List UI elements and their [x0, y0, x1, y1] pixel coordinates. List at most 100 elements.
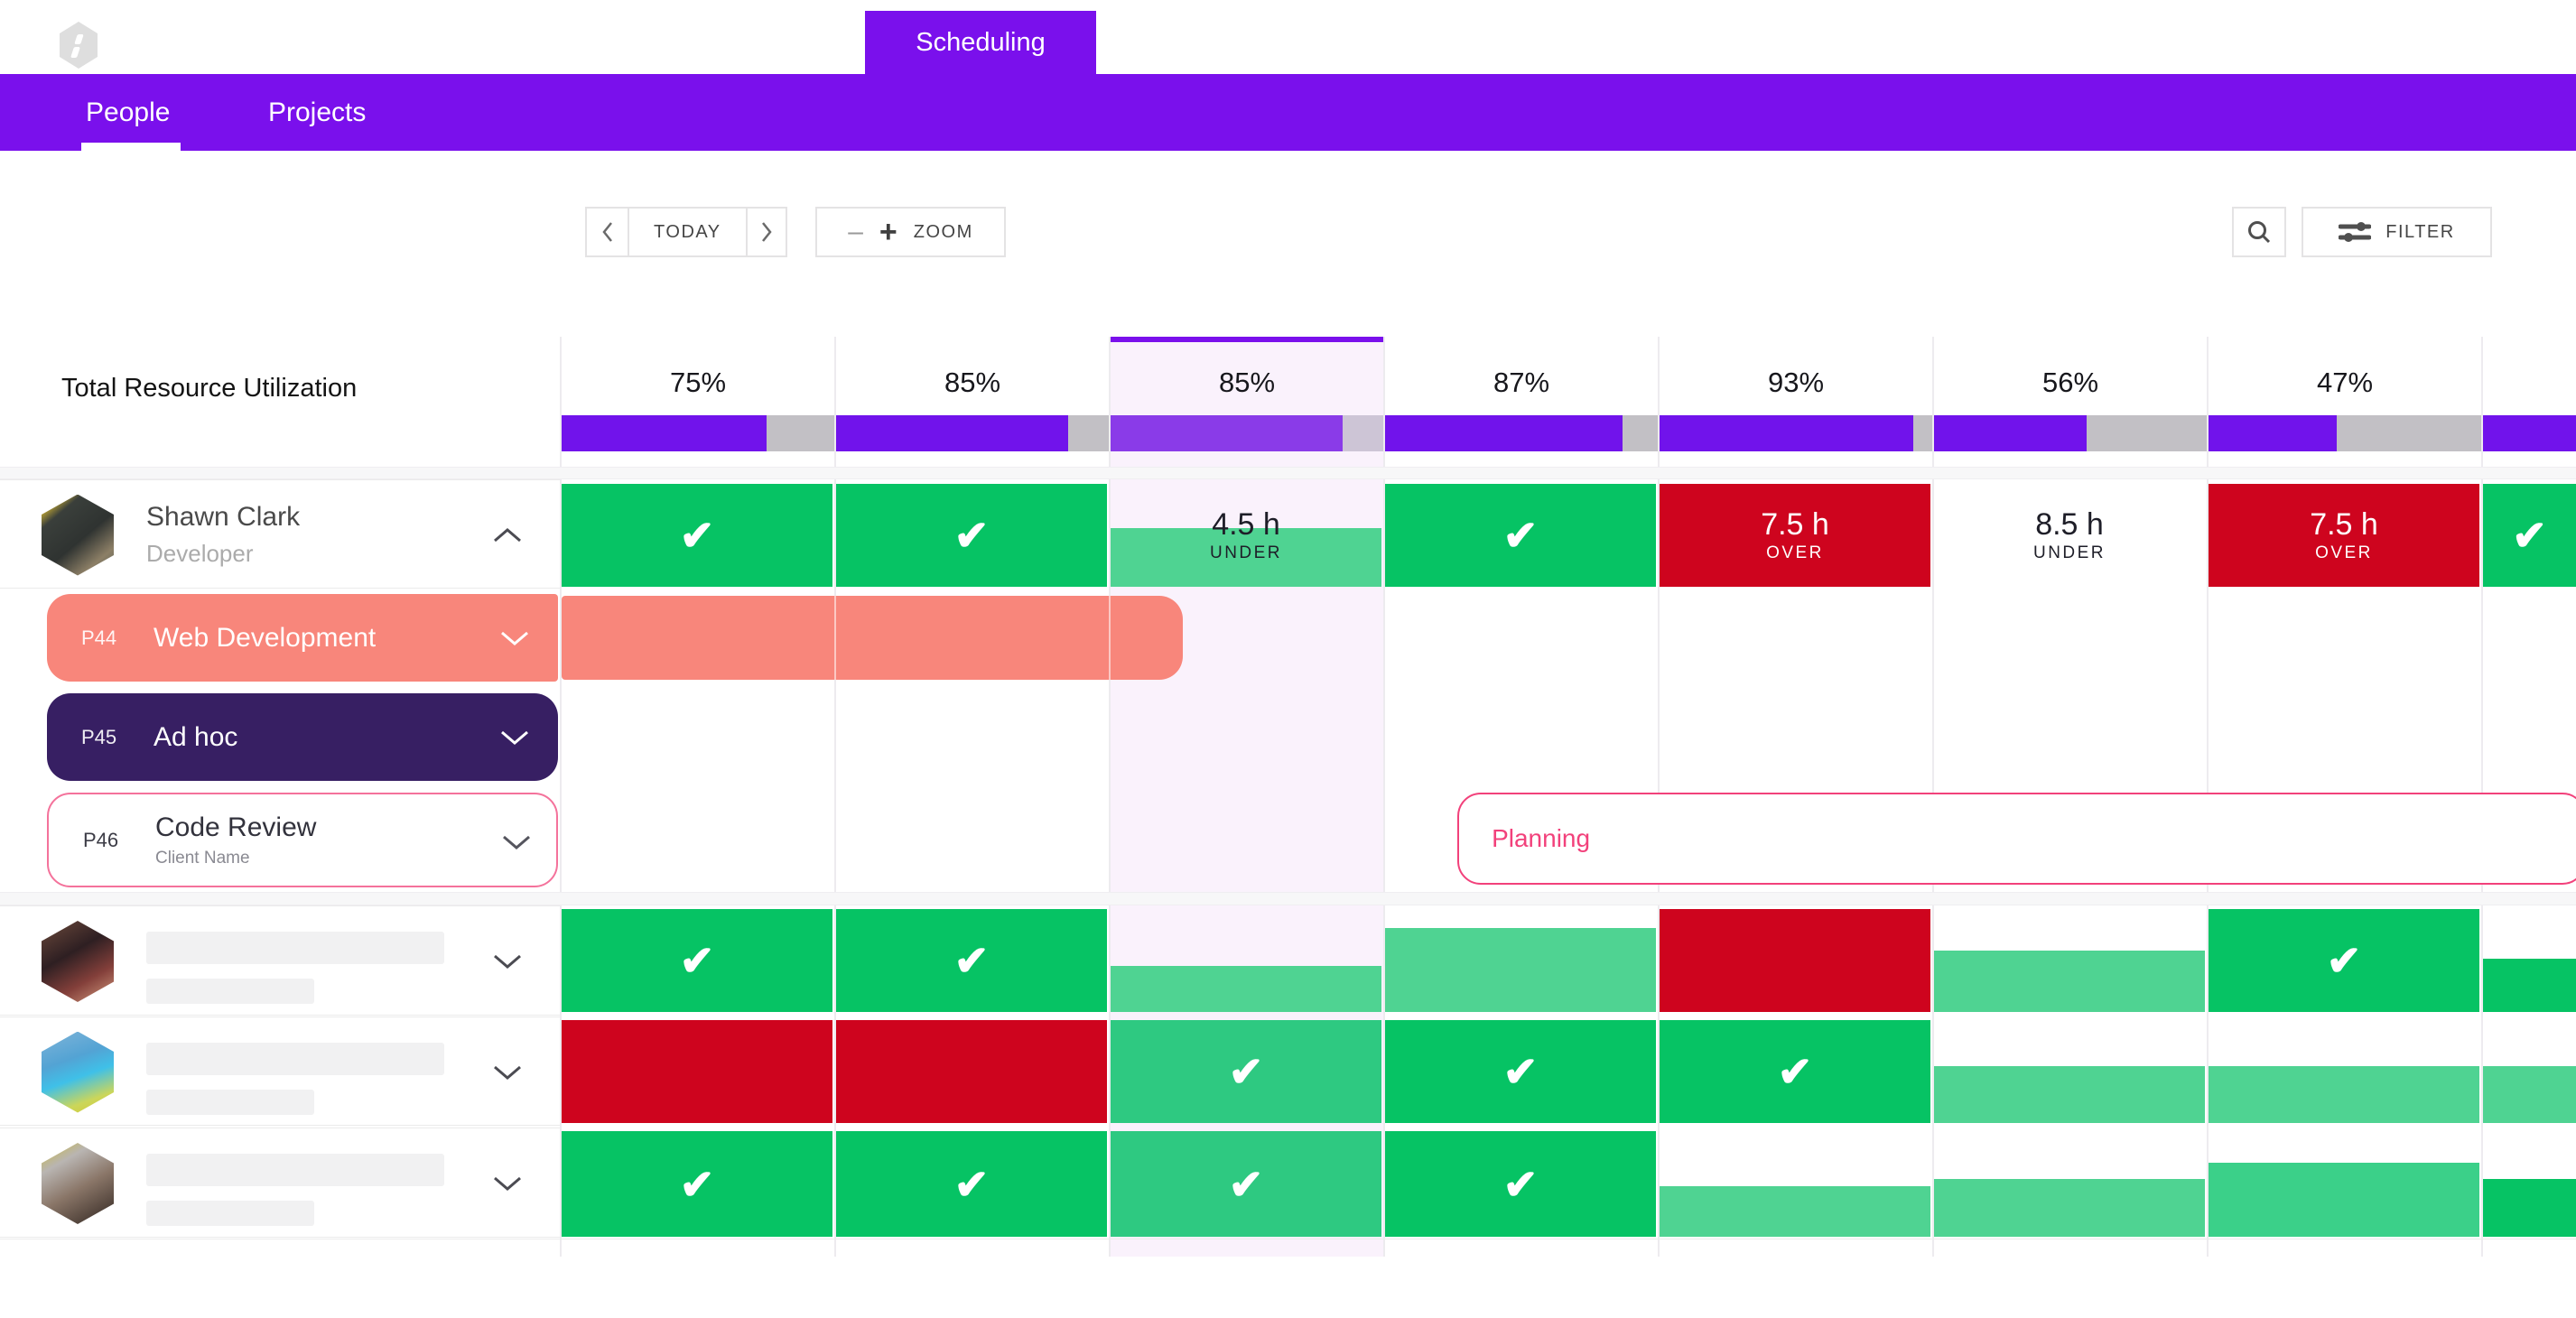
- person-row-card-skeleton[interactable]: [0, 1016, 560, 1126]
- project-name: Web Development: [153, 622, 377, 653]
- allocation-cell[interactable]: ✔: [1385, 1020, 1656, 1123]
- allocation-cell[interactable]: ✔: [1385, 1131, 1656, 1237]
- utilization-percent: 47%: [2316, 367, 2374, 398]
- allocation-cell[interactable]: ✔: [836, 1131, 1107, 1237]
- chevron-down-icon[interactable]: [500, 834, 533, 850]
- allocation-cell[interactable]: ✔: [562, 1131, 832, 1237]
- prev-day-button[interactable]: [587, 209, 630, 255]
- allocation-cell[interactable]: [2483, 1020, 2576, 1123]
- utilization-bar-fill: [2483, 415, 2576, 451]
- planning-card[interactable]: Planning: [1457, 793, 2576, 885]
- check-icon: ✔: [1228, 1160, 1264, 1208]
- allocation-cell[interactable]: ✔: [562, 484, 832, 587]
- avatar: [42, 1031, 114, 1113]
- separator-band: [0, 892, 2576, 905]
- next-day-button[interactable]: [748, 209, 786, 255]
- project-client: Client Name: [155, 848, 250, 868]
- person-role-skeleton: [146, 979, 314, 1004]
- allocation-cell[interactable]: [836, 1020, 1107, 1123]
- utilization-percent: 93%: [1767, 367, 1825, 398]
- allocation-cell[interactable]: [1934, 1131, 2205, 1237]
- check-icon: ✔: [2326, 937, 2362, 984]
- tab-people[interactable]: People: [86, 97, 171, 127]
- allocation-cell[interactable]: [562, 1020, 832, 1123]
- utilization-bar-fill: [1934, 415, 2087, 451]
- allocation-cell[interactable]: ✔: [1660, 1020, 1930, 1123]
- allocation-cell[interactable]: [2483, 1131, 2576, 1237]
- person-role-skeleton: [146, 1090, 314, 1115]
- allocation-cell[interactable]: [2209, 1020, 2479, 1123]
- hours-value: 4.5 h: [1212, 507, 1280, 543]
- person-role: Developer: [146, 540, 254, 567]
- top-bar: Scheduling: [0, 0, 2576, 74]
- today-button[interactable]: TODAY: [629, 209, 748, 255]
- project-pill-p45[interactable]: P45 Ad hoc: [47, 693, 558, 781]
- allocation-cell[interactable]: [1660, 1131, 1930, 1237]
- check-icon: ✔: [953, 512, 990, 559]
- allocation-cell[interactable]: ✔: [1111, 1020, 1381, 1123]
- avatar: [42, 1143, 114, 1224]
- utilization-bar-fill: [1385, 415, 1623, 451]
- project-name: Code Review: [155, 812, 317, 842]
- utilization-percent: 87%: [1493, 367, 1550, 398]
- allocation-cell[interactable]: ✔: [836, 484, 1107, 587]
- chevron-down-icon[interactable]: [491, 1175, 524, 1192]
- partial-fill: [1660, 1185, 1930, 1237]
- allocation-cell[interactable]: [2483, 909, 2576, 1012]
- allocation-cell[interactable]: [1385, 909, 1656, 1012]
- allocation-cell[interactable]: ✔: [1111, 1131, 1381, 1237]
- utilization-bar-fill: [1660, 415, 1913, 451]
- filter-button[interactable]: FILTER: [2302, 207, 2492, 257]
- allocation-cell[interactable]: [1934, 1020, 2205, 1123]
- sub-navbar: People Projects: [0, 74, 2576, 151]
- search-button[interactable]: [2232, 207, 2286, 257]
- column-gridline: [834, 337, 836, 1257]
- allocation-cell[interactable]: 8.5 h UNDER: [1934, 484, 2205, 587]
- chevron-down-icon[interactable]: [491, 953, 524, 970]
- hours-value: 7.5 h: [2310, 507, 2378, 543]
- chevron-down-icon[interactable]: [498, 630, 531, 646]
- project-timeline-bar[interactable]: [562, 596, 1184, 680]
- hours-value: 7.5 h: [1761, 507, 1829, 543]
- separator-band: [0, 467, 2576, 479]
- allocation-cell[interactable]: [1111, 909, 1381, 1012]
- chevron-down-icon[interactable]: [498, 729, 531, 746]
- tab-projects[interactable]: Projects: [268, 97, 367, 127]
- person-row-card-skeleton[interactable]: [0, 905, 560, 1016]
- project-code: P44: [81, 626, 117, 649]
- chevron-up-icon[interactable]: [491, 527, 524, 543]
- person-name-skeleton: [146, 1043, 444, 1075]
- check-icon: ✔: [1228, 1048, 1264, 1095]
- person-name-skeleton: [146, 932, 444, 964]
- project-pill-p46[interactable]: P46 Code Review Client Name: [47, 793, 558, 887]
- partial-fill: [1111, 965, 1381, 1012]
- allocation-cell[interactable]: ✔: [2209, 909, 2479, 1012]
- allocation-cell[interactable]: 7.5 h OVER: [2209, 484, 2479, 587]
- partial-fill: [2483, 1066, 2576, 1123]
- allocation-cell[interactable]: ✔: [836, 909, 1107, 1012]
- partial-fill: [1385, 927, 1656, 1012]
- chevron-down-icon[interactable]: [491, 1064, 524, 1081]
- allocation-cell[interactable]: ✔: [1385, 484, 1656, 587]
- allocation-cell[interactable]: [1660, 909, 1930, 1012]
- person-row-card-skeleton[interactable]: [0, 1128, 560, 1238]
- active-tab-underline: [81, 143, 181, 151]
- hours-text-wrap: 4.5 h UNDER: [1210, 507, 1282, 562]
- hours-status: UNDER: [2032, 543, 2106, 562]
- allocation-cell[interactable]: [2209, 1131, 2479, 1237]
- allocation-cell[interactable]: 4.5 h UNDER: [1111, 484, 1381, 587]
- planning-label: Planning: [1492, 824, 1591, 852]
- person-row-card[interactable]: Shawn Clark Developer: [0, 479, 560, 589]
- project-name-wrap: Code Review Client Name: [155, 812, 316, 868]
- column-gridline: [560, 337, 562, 1257]
- allocation-cell[interactable]: ✔: [562, 909, 832, 1012]
- allocation-cell[interactable]: ✔: [2483, 484, 2576, 587]
- check-icon: ✔: [679, 512, 715, 559]
- allocation-cell[interactable]: [1934, 909, 2205, 1012]
- project-pill-p44[interactable]: P44 Web Development: [47, 594, 558, 682]
- chevron-left-icon: [601, 222, 612, 242]
- partial-fill: [1934, 950, 2205, 1012]
- project-code: P45: [81, 725, 117, 748]
- tab-scheduling[interactable]: Scheduling: [865, 11, 1096, 74]
- allocation-cell[interactable]: 7.5 h OVER: [1660, 484, 1930, 587]
